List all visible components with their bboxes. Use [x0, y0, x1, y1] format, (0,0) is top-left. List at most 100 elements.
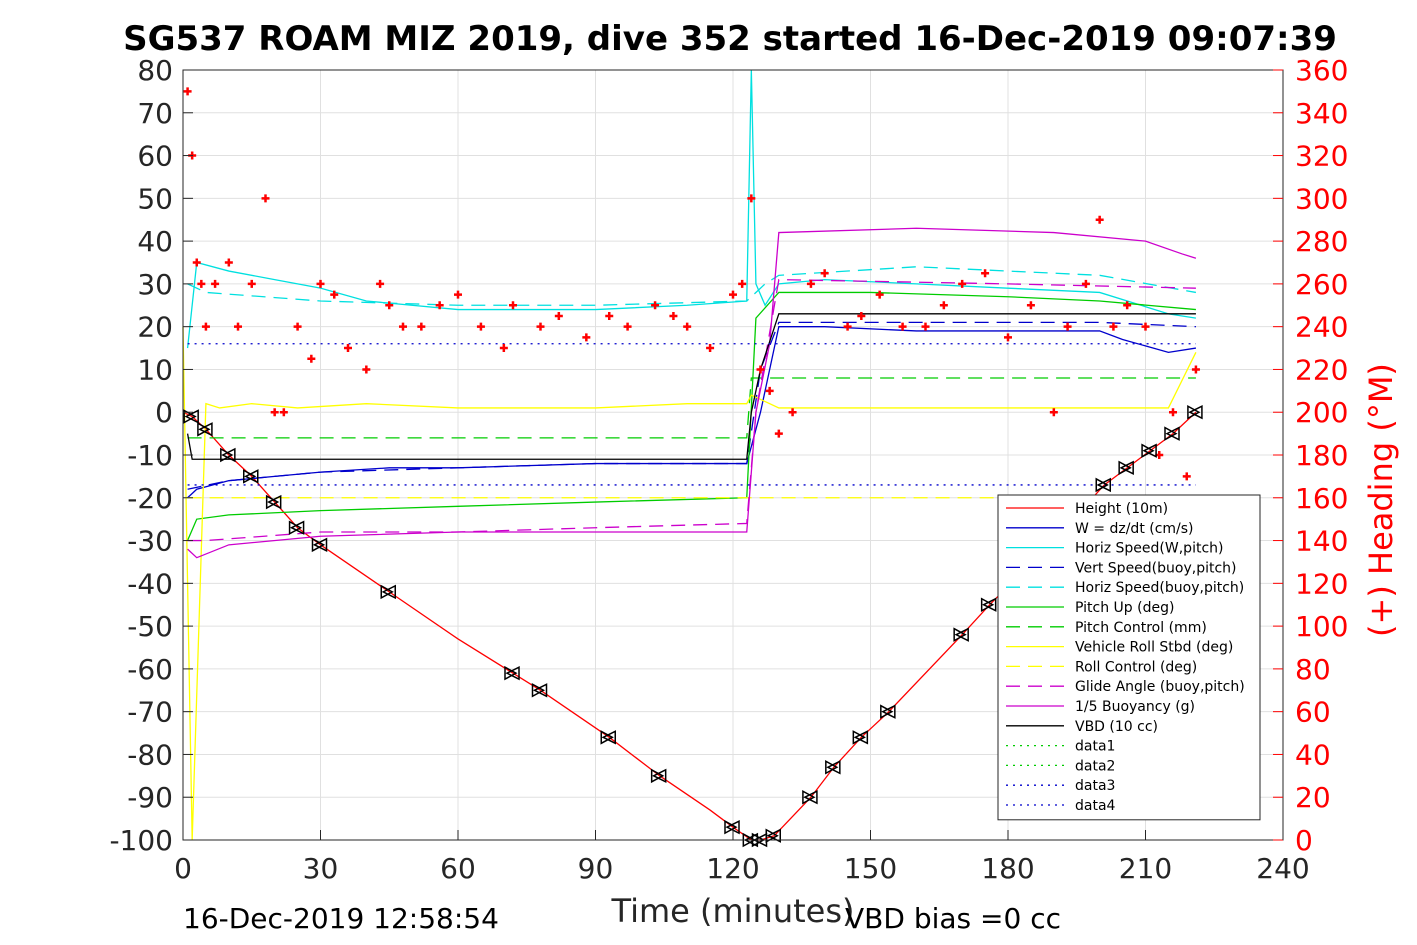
heading-point-39: [756, 365, 765, 374]
triangle-point-18: [852, 730, 869, 745]
heading-point-41: [774, 429, 783, 438]
series-line-10: [187, 227, 1197, 559]
heading-point-38: [747, 194, 756, 203]
heading-point-13: [307, 354, 316, 363]
heading-point-35: [706, 344, 715, 353]
left-tick-label-15: -70: [127, 696, 173, 729]
heading-point-43: [806, 279, 815, 288]
heading-point-37: [738, 279, 747, 288]
series-line-2: [186, 69, 1197, 349]
triangle-markers: [183, 404, 1203, 848]
triangle-point-9: [531, 683, 548, 698]
right-axis: 3603403203002802602402202001801601401201…: [1273, 54, 1348, 857]
footer-timestamp: 16-Dec-2019 12:58:54: [183, 902, 499, 935]
x-axis: 0 30 60 90 120 150 180 210 240: [174, 830, 1310, 885]
x-tick-label-3: 90: [578, 852, 614, 885]
triangle-point-10: [600, 730, 616, 745]
heading-point-8: [247, 279, 256, 288]
series-line-4: [187, 266, 1197, 306]
triangle-point-2: [220, 447, 236, 463]
heading-point-24: [476, 322, 485, 331]
series-line-7: [182, 326, 1197, 841]
heading-point-65: [1191, 365, 1200, 374]
triangle-point-23: [1118, 460, 1134, 476]
right-tick-label-6: 240: [1295, 311, 1348, 344]
legend-label-1: W = dz/dt (cm/s): [1075, 521, 1194, 537]
right-tick-label-7: 220: [1295, 353, 1348, 386]
triangle-point-25: [1164, 426, 1180, 441]
right-tick-label-12: 120: [1295, 567, 1348, 600]
heading-point-45: [843, 322, 852, 331]
right-tick-label-3: 300: [1295, 182, 1348, 215]
heading-point-49: [921, 322, 930, 331]
heading-markers: [183, 87, 1200, 481]
heading-point-61: [1141, 322, 1150, 331]
triangle-point-0: [183, 409, 199, 424]
heading-point-47: [875, 290, 884, 299]
heading-point-25: [499, 344, 508, 353]
heading-point-64: [1182, 472, 1191, 481]
heading-point-21: [417, 322, 426, 331]
heading-point-50: [939, 301, 948, 310]
triangle-point-11: [650, 768, 667, 784]
heading-point-10: [270, 408, 279, 417]
x-axis-label: Time (minutes): [611, 892, 855, 930]
heading-point-16: [344, 344, 352, 353]
right-tick-label-14: 80: [1295, 653, 1331, 686]
left-tick-label-17: -90: [127, 781, 173, 814]
left-tick-label-8: 0: [155, 396, 173, 429]
triangle-point-19: [880, 704, 896, 719]
triangle-point-15: [765, 828, 781, 843]
heading-point-27: [536, 322, 545, 331]
right-tick-label-15: 60: [1295, 696, 1331, 729]
heading-point-63: [1169, 408, 1177, 417]
left-tick-label-14: -60: [127, 653, 173, 686]
legend-label-0: Height (10m): [1075, 501, 1168, 517]
heading-point-26: [509, 301, 517, 310]
legend-label-13: data2: [1075, 758, 1115, 774]
heading-point-7: [234, 322, 242, 331]
heading-point-36: [729, 290, 737, 299]
left-tick-label-16: -80: [127, 738, 173, 771]
right-tick-label-1: 340: [1295, 97, 1348, 130]
x-tick-label-4: 120: [706, 852, 759, 885]
heading-point-4: [201, 322, 210, 331]
triangle-point-4: [265, 494, 282, 510]
footer-vbd-bias: VBD bias =0 cc: [845, 902, 1061, 935]
heading-point-14: [316, 279, 325, 288]
chart-title: SG537 ROAM MIZ 2019, dive 352 started 16…: [123, 19, 1337, 59]
x-tick-label-0: 0: [174, 852, 192, 885]
heading-point-46: [857, 311, 866, 320]
x-tick-label-8: 240: [1256, 852, 1309, 885]
heading-point-15: [330, 290, 339, 299]
x-tick-label-7: 210: [1119, 852, 1172, 885]
left-tick-label-11: -30: [127, 525, 173, 558]
heading-point-60: [1123, 301, 1132, 310]
heading-point-48: [898, 322, 907, 331]
triangle-point-3: [243, 469, 259, 484]
legend-label-5: Pitch Up (deg): [1075, 600, 1174, 616]
left-tick-label-3: 50: [137, 182, 173, 215]
left-axis: 80 70 60 50 40 30 20 10 0 -10 -20 -30 -40 -50 -60 -70 -8…: [109, 54, 193, 857]
right-tick-label-16: 40: [1295, 738, 1331, 771]
triangle-point-24: [1141, 443, 1157, 458]
series-line-11: [186, 313, 1196, 460]
left-tick-label-0: 80: [137, 54, 173, 87]
heading-point-17: [362, 365, 371, 374]
heading-point-23: [454, 290, 462, 299]
left-tick-label-7: 10: [137, 353, 173, 386]
right-tick-label-5: 260: [1295, 268, 1348, 301]
left-tick-label-13: -50: [127, 610, 173, 643]
heading-point-56: [1063, 322, 1072, 331]
right-tick-label-18: 0: [1295, 824, 1313, 857]
left-tick-label-9: -10: [127, 439, 173, 472]
heading-point-34: [683, 322, 692, 331]
left-tick-label-6: 20: [137, 311, 173, 344]
heading-point-53: [1004, 333, 1012, 342]
triangle-point-17: [825, 760, 841, 775]
series-layer: [182, 69, 1197, 841]
heading-point-18: [376, 279, 385, 288]
heading-point-52: [981, 269, 990, 278]
x-tick-label-5: 150: [844, 852, 897, 885]
